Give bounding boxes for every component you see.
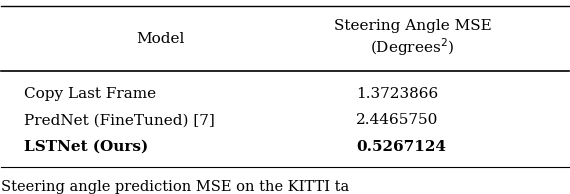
Text: PredNet (FineTuned) [7]: PredNet (FineTuned) [7] [24, 113, 215, 127]
Text: LSTNet (Ours): LSTNet (Ours) [24, 140, 148, 154]
Text: 2.4465750: 2.4465750 [356, 113, 438, 127]
Text: 1.3723866: 1.3723866 [356, 87, 438, 101]
Text: Steering angle prediction MSE on the KITTI ta: Steering angle prediction MSE on the KIT… [1, 180, 349, 194]
Text: Model: Model [136, 32, 185, 46]
Text: Copy Last Frame: Copy Last Frame [24, 87, 156, 101]
Text: Steering Angle MSE
(Degrees$^2$): Steering Angle MSE (Degrees$^2$) [334, 19, 491, 58]
Text: 0.5267124: 0.5267124 [356, 140, 446, 154]
